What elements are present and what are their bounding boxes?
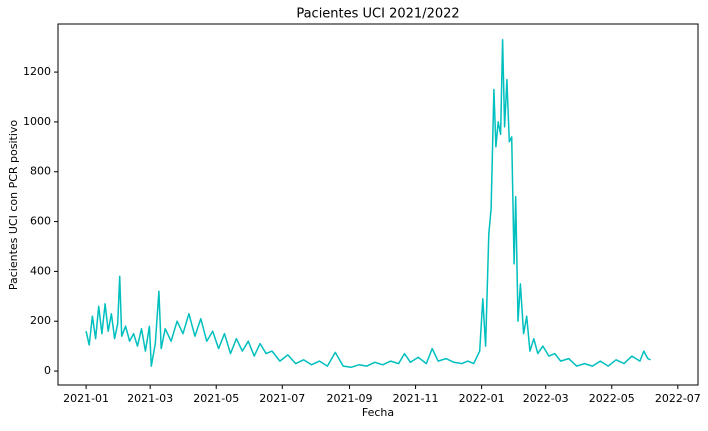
x-tick-label: 2022-05 [589,392,635,405]
x-tick-label: 2021-09 [327,392,373,405]
x-tick-label: 2021-11 [393,392,439,405]
x-tick-label: 2021-05 [193,392,239,405]
x-tick-label: 2022-07 [655,392,701,405]
data-line [85,38,651,369]
y-tick-label: 0 [44,364,51,377]
y-tick-label: 600 [30,215,51,228]
x-tick-label: 2022-03 [523,392,569,405]
x-tick-label: 2022-01 [459,392,505,405]
y-tick-label: 400 [30,264,51,277]
x-tick-label: 2021-01 [63,392,109,405]
y-tick-label: 800 [30,165,51,178]
plot-frame [57,23,699,386]
y-axis-label: Pacientes UCI con PCR positivo [7,120,20,291]
chart-title: Pacientes UCI 2021/2022 [296,7,459,22]
x-axis-label: Fecha [362,406,394,419]
y-tick-label: 1000 [23,115,51,128]
x-tick-label: 2021-07 [259,392,305,405]
y-tick-label: 1200 [23,65,51,78]
y-tick-label: 200 [30,314,51,327]
x-tick-label: 2021-03 [127,392,173,405]
